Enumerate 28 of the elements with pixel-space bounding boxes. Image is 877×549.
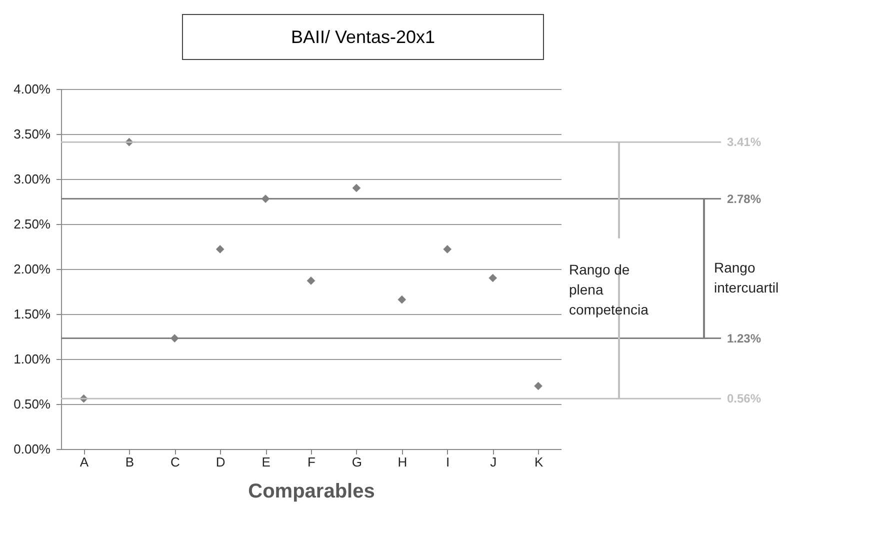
ref-line-label: 1.23% [727, 331, 762, 346]
x-tick-label: J [490, 454, 497, 470]
y-tick-label: 4.00% [14, 82, 51, 96]
ref-line-label: 2.78% [727, 192, 762, 206]
text: Rango de plena competencia [569, 261, 649, 318]
x-axis-title: Comparables [248, 480, 375, 502]
y-tick-label: 3.50% [14, 126, 51, 142]
y-tick-label: 1.00% [14, 352, 51, 366]
y-tick-label: 1.50% [14, 306, 51, 322]
y-tick-label: 0.50% [14, 396, 51, 412]
ref-line-label: 3.41% [727, 135, 762, 150]
x-tick-label: K [534, 454, 544, 470]
x-tick-label: B [125, 454, 134, 470]
x-tick-label: D [216, 454, 226, 470]
y-tick-label: 2.50% [14, 216, 51, 232]
text: Rango intercuartil [714, 260, 779, 296]
chart-title: BAII/ Ventas-20x1 [182, 14, 544, 60]
y-tick-label: 3.00% [14, 172, 51, 186]
x-tick-label: F [308, 454, 316, 470]
x-tick-label: G [352, 454, 362, 470]
x-tick-label: A [80, 454, 89, 470]
y-tick-label: 2.00% [14, 262, 51, 276]
x-tick-label: I [446, 454, 450, 470]
x-tick-label: C [170, 454, 180, 470]
y-tick-label: 0.00% [14, 442, 51, 456]
x-tick-label: E [262, 454, 271, 470]
x-tick-label: H [398, 454, 408, 470]
ref-line-label: 0.56% [727, 392, 762, 406]
